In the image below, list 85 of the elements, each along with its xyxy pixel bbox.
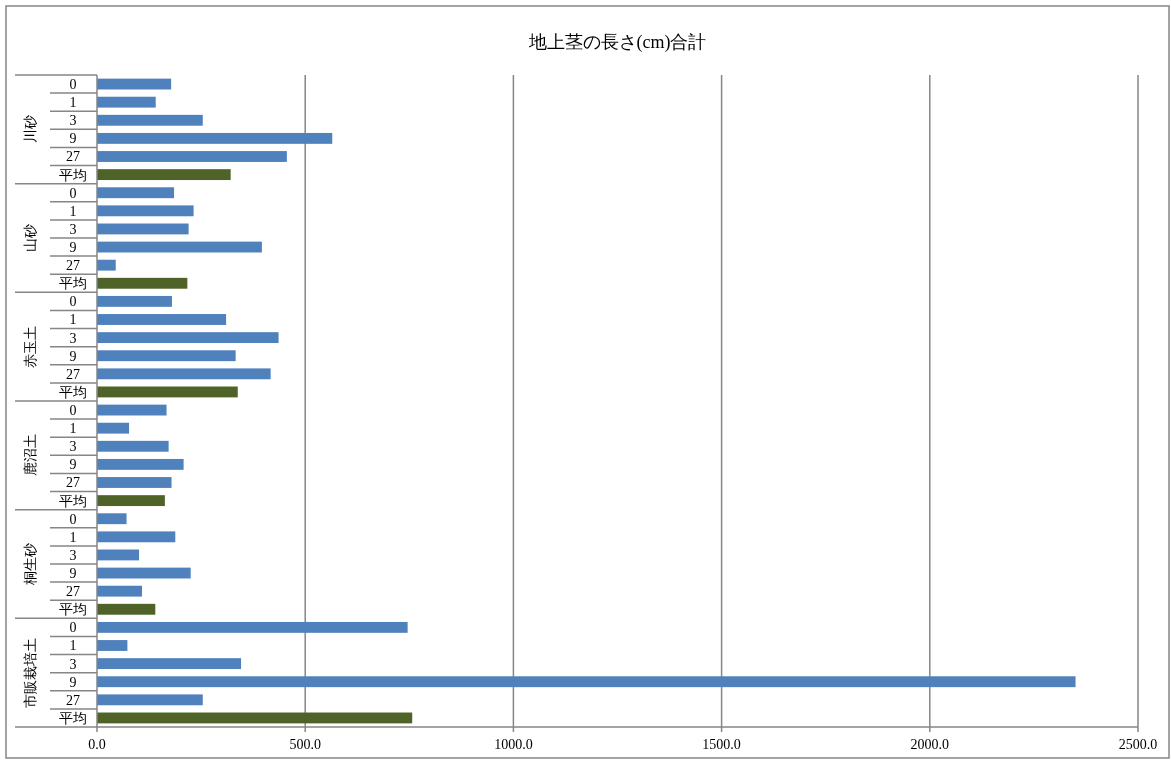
bar bbox=[97, 132, 333, 144]
y-tick-label: 9 bbox=[69, 348, 77, 364]
y-tick-label: 1 bbox=[69, 203, 77, 219]
y-tick-label: 27 bbox=[66, 692, 80, 708]
bar bbox=[97, 658, 242, 670]
bar bbox=[97, 676, 1076, 688]
y-tick-label: 0 bbox=[69, 620, 77, 636]
y-tick-label: 3 bbox=[69, 656, 77, 672]
text: 川砂 bbox=[22, 115, 38, 144]
y-tick-label: 1 bbox=[69, 529, 77, 545]
text: 鹿沼土 bbox=[22, 434, 38, 477]
y-tick-label: 0 bbox=[69, 402, 77, 418]
bar bbox=[97, 513, 127, 525]
y-tick-label: 9 bbox=[69, 131, 77, 147]
bar bbox=[97, 151, 287, 162]
bar bbox=[97, 187, 175, 199]
bar bbox=[97, 531, 176, 543]
x-tick-label: 2500.0 bbox=[1118, 737, 1158, 752]
bar bbox=[97, 350, 236, 362]
bar bbox=[97, 567, 191, 579]
y-tick-label: 9 bbox=[69, 457, 77, 473]
bar bbox=[97, 114, 203, 126]
x-tick-label: 1500.0 bbox=[702, 737, 741, 752]
y-tick-label: 平均 bbox=[59, 493, 87, 509]
bar bbox=[97, 712, 413, 724]
y-tick-label: 3 bbox=[69, 330, 77, 346]
y-tick-label: 3 bbox=[69, 547, 77, 563]
text: 赤玉土 bbox=[22, 325, 38, 368]
y-tick-label: 27 bbox=[66, 258, 80, 274]
y-tick-label: 1 bbox=[69, 638, 77, 654]
y-tick-label: 0 bbox=[69, 294, 77, 310]
bar bbox=[97, 386, 238, 398]
y-tick-label: 9 bbox=[69, 674, 77, 690]
y-tick-label: 27 bbox=[66, 366, 80, 382]
y-tick-label: 27 bbox=[66, 475, 80, 491]
bar bbox=[97, 458, 184, 470]
bar bbox=[97, 640, 128, 651]
y-tick-label: 27 bbox=[66, 584, 80, 600]
y-tick-label: 0 bbox=[69, 511, 77, 527]
bar bbox=[97, 332, 279, 344]
y-tick-label: 平均 bbox=[59, 602, 87, 618]
bar bbox=[97, 96, 156, 108]
y-tick-label: 3 bbox=[69, 113, 77, 129]
bar bbox=[97, 295, 172, 307]
bar bbox=[97, 223, 189, 235]
bar bbox=[97, 603, 156, 615]
bar bbox=[97, 368, 271, 380]
bar bbox=[97, 169, 231, 181]
bar bbox=[97, 440, 169, 452]
bar bbox=[97, 277, 188, 289]
bar bbox=[97, 205, 194, 217]
bar bbox=[97, 78, 172, 90]
y-tick-label: 0 bbox=[69, 76, 77, 92]
y-tick-label: 平均 bbox=[59, 710, 87, 726]
text: 市販栽培土 bbox=[22, 637, 38, 708]
y-tick-label: 1 bbox=[69, 421, 77, 437]
y-tick-label: 平均 bbox=[59, 167, 87, 183]
bar bbox=[97, 477, 172, 488]
y-tick-label: 平均 bbox=[59, 384, 87, 400]
y-tick-label: 27 bbox=[66, 149, 80, 165]
bar bbox=[97, 621, 408, 633]
x-tick-label: 2000.0 bbox=[910, 737, 950, 752]
bar bbox=[97, 694, 203, 706]
y-tick-label: 平均 bbox=[59, 276, 87, 292]
y-tick-label: 1 bbox=[69, 312, 77, 328]
text: 山砂 bbox=[22, 224, 38, 252]
chart-title: 地上茎の長さ(cm)合計 bbox=[527, 32, 707, 53]
x-tick-label: 500.0 bbox=[289, 737, 321, 752]
y-tick-label: 9 bbox=[69, 239, 77, 255]
bar bbox=[97, 314, 227, 325]
bar bbox=[97, 495, 165, 507]
x-tick-label: 0.0 bbox=[88, 737, 106, 752]
text: 桐生砂 bbox=[22, 543, 38, 586]
bar bbox=[97, 259, 116, 271]
y-tick-label: 3 bbox=[69, 439, 77, 455]
bar bbox=[97, 241, 262, 253]
bar bbox=[97, 404, 167, 416]
bar bbox=[97, 422, 130, 434]
y-tick-label: 0 bbox=[69, 185, 77, 201]
bar bbox=[97, 585, 142, 597]
x-tick-label: 1000.0 bbox=[494, 737, 533, 752]
bar bbox=[97, 549, 140, 561]
y-tick-label: 1 bbox=[69, 95, 77, 111]
y-tick-label: 3 bbox=[69, 221, 77, 237]
y-tick-label: 9 bbox=[69, 565, 77, 581]
